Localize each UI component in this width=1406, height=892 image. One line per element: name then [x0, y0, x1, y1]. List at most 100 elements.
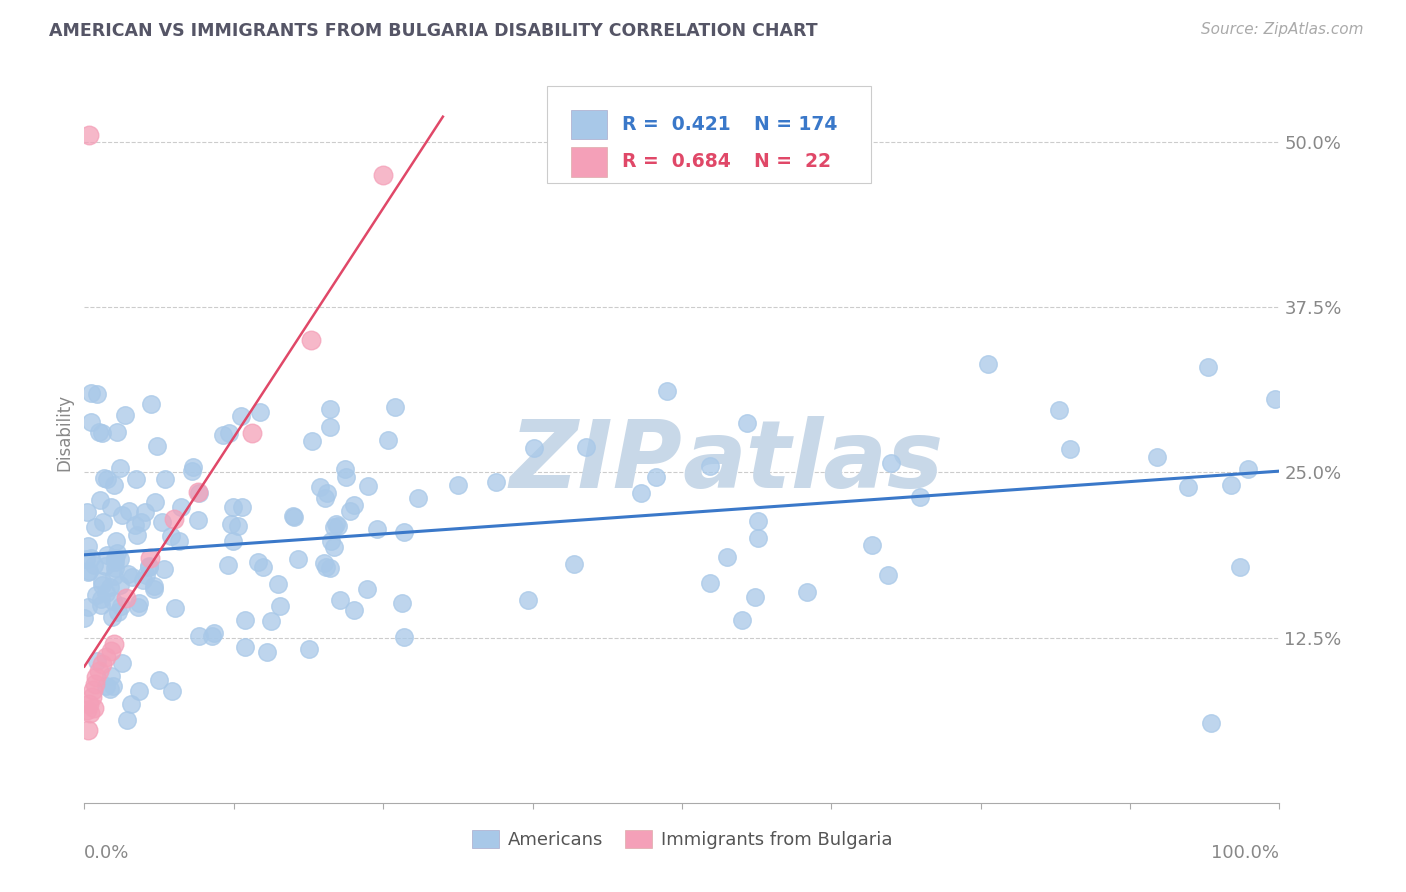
Point: [163, 601, 186, 615]
Point: [82, 683, 104, 698]
Point: [860, 537, 883, 551]
Point: [699, 458, 721, 473]
Point: [103, 680, 125, 694]
Point: [1146, 450, 1168, 464]
Point: [747, 514, 769, 528]
Point: [269, 599, 291, 614]
Point: [98, 681, 121, 696]
Point: [908, 490, 931, 504]
Point: [103, 560, 125, 574]
Point: [75, 552, 97, 566]
Point: [256, 645, 278, 659]
Point: [76, 703, 98, 717]
Point: [645, 470, 668, 484]
Point: [187, 485, 209, 500]
Point: [152, 562, 174, 576]
Point: [187, 513, 209, 527]
Point: [876, 568, 898, 582]
Point: [139, 551, 162, 566]
Point: [117, 566, 139, 581]
Point: [94, 558, 117, 573]
Point: [240, 425, 263, 440]
Point: [132, 573, 155, 587]
Point: [105, 534, 128, 549]
Point: [91, 515, 114, 529]
Point: [121, 570, 143, 584]
Point: [104, 551, 127, 566]
Text: R =  0.684: R = 0.684: [623, 153, 731, 171]
Point: [153, 472, 176, 486]
Point: [160, 529, 183, 543]
Text: N = 174: N = 174: [754, 115, 837, 134]
Point: [181, 464, 204, 478]
Point: [162, 684, 184, 698]
Point: [108, 461, 131, 475]
Point: [201, 629, 224, 643]
Point: [107, 546, 129, 560]
Point: [575, 440, 598, 454]
Point: [377, 434, 399, 448]
Point: [77, 697, 100, 711]
Point: [333, 462, 356, 476]
Point: [100, 668, 122, 682]
Point: [89, 425, 111, 439]
Point: [80, 550, 103, 565]
Point: [699, 575, 721, 590]
Point: [100, 644, 122, 658]
Point: [260, 614, 283, 628]
Text: ZIP: ZIP: [509, 417, 682, 508]
Point: [516, 593, 538, 607]
Point: [283, 510, 305, 524]
Point: [84, 588, 107, 602]
Point: [325, 517, 347, 532]
Point: [91, 574, 114, 589]
Point: [747, 531, 769, 545]
Point: [135, 567, 157, 582]
Point: [319, 533, 342, 548]
Point: [83, 558, 105, 572]
Point: [77, 564, 100, 578]
Point: [318, 401, 340, 416]
Point: [90, 592, 112, 607]
Point: [100, 500, 122, 514]
Point: [630, 486, 652, 500]
Point: [716, 549, 738, 564]
Point: [392, 631, 415, 645]
Point: [309, 480, 332, 494]
Point: [339, 504, 361, 518]
Point: [314, 491, 336, 505]
Point: [523, 442, 546, 456]
Point: [267, 576, 290, 591]
Point: [323, 541, 346, 555]
Point: [118, 504, 141, 518]
Text: N =  22: N = 22: [754, 153, 831, 171]
Point: [880, 456, 903, 470]
Point: [111, 657, 134, 671]
Point: [98, 580, 121, 594]
Point: [80, 690, 103, 704]
Point: [127, 527, 149, 541]
Text: 100.0%: 100.0%: [1212, 844, 1279, 862]
Point: [96, 472, 118, 486]
Point: [249, 405, 271, 419]
Point: [167, 533, 190, 548]
Point: [731, 613, 754, 627]
Point: [131, 516, 153, 530]
Y-axis label: Disability: Disability: [55, 394, 73, 471]
Point: [1197, 359, 1219, 374]
Point: [188, 486, 211, 500]
Point: [657, 384, 679, 399]
Point: [76, 505, 98, 519]
Point: [107, 605, 129, 619]
Point: [94, 650, 117, 665]
FancyBboxPatch shape: [571, 147, 606, 177]
Point: [392, 524, 415, 539]
Point: [87, 664, 110, 678]
Point: [142, 582, 165, 597]
Point: [163, 511, 186, 525]
Point: [737, 416, 759, 430]
Point: [319, 560, 342, 574]
Point: [744, 590, 766, 604]
Point: [212, 428, 235, 442]
Point: [315, 560, 337, 574]
